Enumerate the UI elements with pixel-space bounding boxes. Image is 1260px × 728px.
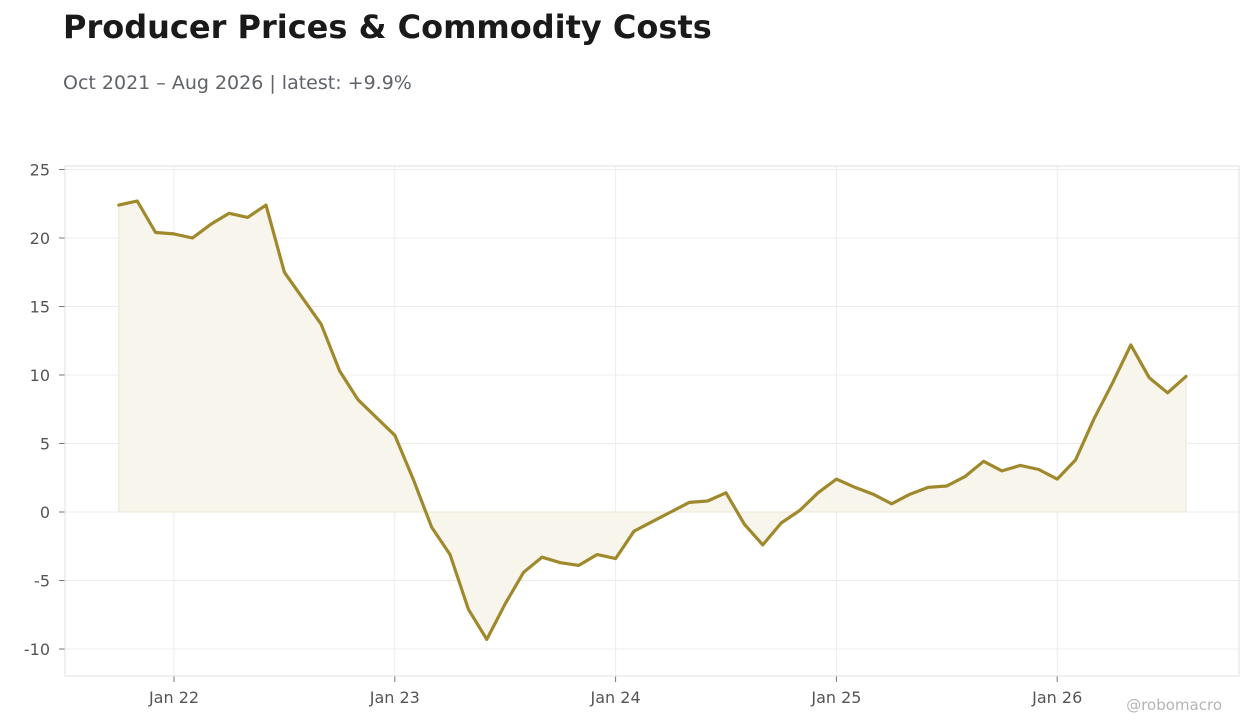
series-area-fill [118,200,1187,641]
y-tick-label: 0 [40,503,50,522]
watermark: @robomacro [1126,696,1222,714]
x-tick-label: Jan 24 [590,688,641,707]
y-tick-label: 10 [30,366,50,385]
x-tick-label: Jan 22 [148,688,199,707]
series-line [117,199,1188,641]
y-tick-label: -5 [34,572,50,591]
x-axis-labels: Jan 22 Jan 23 Jan 24 Jan 25 Jan 26 [148,688,1082,707]
x-tick-label: Jan 23 [369,688,420,707]
y-tick-label: -10 [24,640,50,659]
chart-title: Producer Prices & Commodity Costs [63,8,712,46]
y-tick-label: 25 [30,161,50,180]
y-tick-label: 20 [30,229,50,248]
plot-frame [64,165,1240,677]
y-tick-label: 5 [40,435,50,454]
chart-subtitle: Oct 2021 – Aug 2026 | latest: +9.9% [63,72,412,94]
y-axis-labels: 25 20 15 10 5 0 -5 -10 [24,161,50,660]
y-tick-label: 15 [30,298,50,317]
x-tick-label: Jan 26 [1031,688,1082,707]
x-tick-label: Jan 25 [810,688,861,707]
